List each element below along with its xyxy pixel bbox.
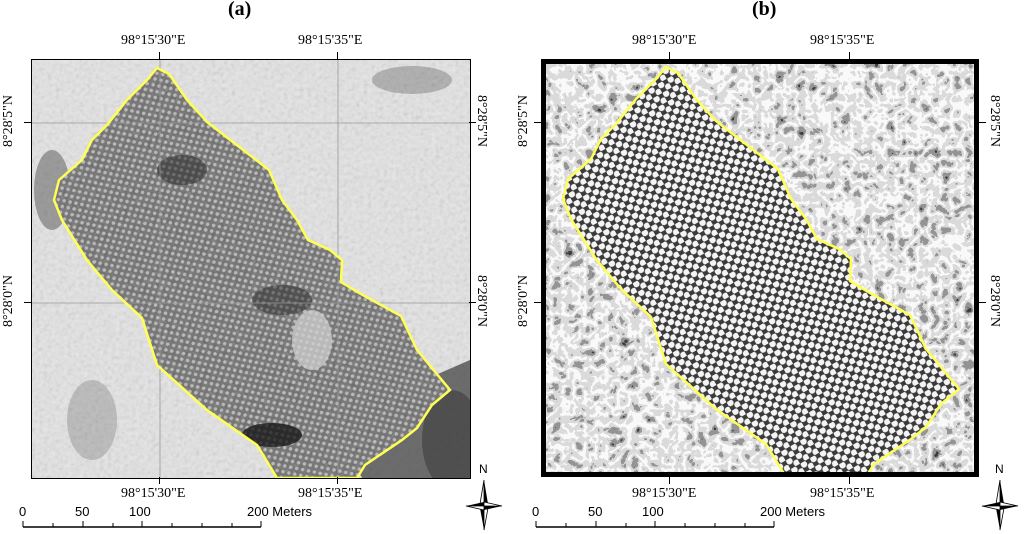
- scale-bar-a-line: [22, 521, 262, 528]
- panel-b-lat-right-1: 8°28'5"N: [986, 95, 1002, 147]
- panel-a-label: (a): [228, 0, 252, 20]
- scale-bar-a-label-0: 0: [19, 504, 27, 519]
- panel-a-tick: [337, 52, 338, 59]
- panel-b-map: [541, 59, 979, 477]
- panel-a-boundary: [52, 66, 452, 478]
- panel-b-tick: [849, 477, 850, 484]
- panel-a-lon-bottom-2: 98°15'35"E: [298, 486, 363, 501]
- panel-a-tick: [469, 122, 476, 123]
- panel-b-label: (b): [752, 0, 777, 20]
- panel-a-tick: [159, 52, 160, 59]
- panel-b-lon-top-2: 98°15'35"E: [810, 33, 875, 48]
- panel-a-tick: [24, 122, 31, 123]
- compass-icon: [465, 479, 503, 531]
- scale-bar-b-label-0: 0: [532, 504, 540, 519]
- scale-bar-b-label-100: 100: [642, 504, 664, 519]
- panel-b-lat-right-2: 8°28'0"N: [986, 275, 1002, 327]
- north-arrow-a-label: N: [479, 462, 488, 476]
- panel-b-tick: [979, 302, 986, 303]
- panel-b-tick: [849, 52, 850, 59]
- panel-a-lat-right-1: 8°28'5"N: [473, 95, 489, 147]
- north-arrow-b-label: N: [995, 462, 1004, 476]
- scale-bar-a-label-100: 100: [129, 504, 151, 519]
- panel-a-tick: [337, 477, 338, 484]
- panel-b-lat-left-2: 8°28'0"N: [515, 275, 531, 327]
- panel-a-tick: [159, 477, 160, 484]
- scale-bar-b-label-200: 200 Meters: [760, 504, 826, 519]
- compass-icon: [981, 479, 1019, 531]
- panel-a-map: [31, 59, 471, 479]
- panel-b-tick: [534, 122, 541, 123]
- panel-b-lon-bottom-1: 98°15'30"E: [632, 486, 697, 501]
- panel-a-lon-top-1: 98°15'30"E: [121, 33, 186, 48]
- panel-a-lat-left-1: 8°28'5"N: [0, 95, 16, 147]
- panel-b-tick: [534, 302, 541, 303]
- panel-b-lon-top-1: 98°15'30"E: [632, 33, 697, 48]
- scale-bar-a-label-50: 50: [75, 504, 90, 519]
- panel-b-lon-bottom-2: 98°15'35"E: [810, 486, 875, 501]
- panel-a-lon-top-2: 98°15'35"E: [298, 33, 363, 48]
- panel-b-tick: [979, 122, 986, 123]
- panel-a-lon-bottom-1: 98°15'30"E: [121, 486, 186, 501]
- panel-a-tick: [24, 302, 31, 303]
- scale-bar-b-line: [535, 521, 775, 528]
- panel-a-tick: [469, 302, 476, 303]
- panel-a-lat-right-2: 8°28'0"N: [473, 275, 489, 327]
- scale-bar-b-label-50: 50: [588, 504, 603, 519]
- panel-b-lat-left-1: 8°28'5"N: [515, 95, 531, 147]
- panel-b-tick: [669, 477, 670, 484]
- panel-b-tick: [669, 52, 670, 59]
- panel-a-lat-left-2: 8°28'0"N: [0, 275, 16, 327]
- scale-bar-a-label-200: 200 Meters: [247, 504, 313, 519]
- panel-b-boundary: [561, 65, 961, 472]
